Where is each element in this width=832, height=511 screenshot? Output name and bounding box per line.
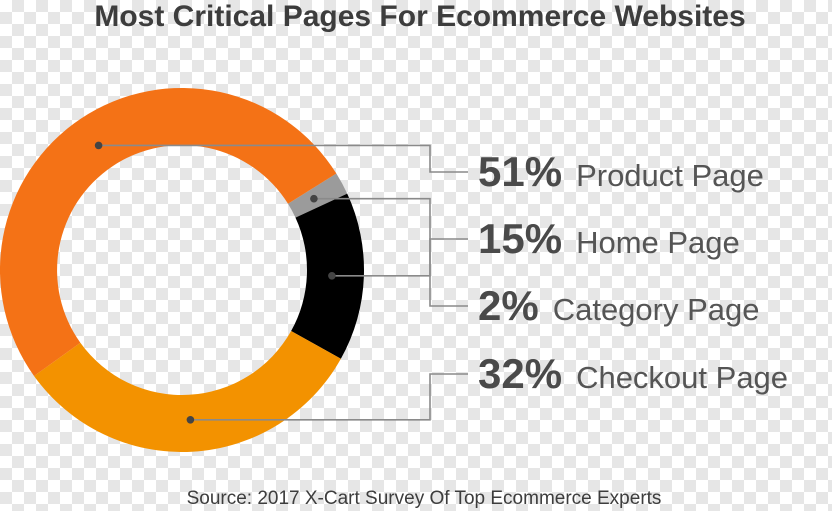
leader-line-category-page: [313, 197, 468, 307]
slice-category-home-page: Home Page: [576, 225, 740, 260]
leader-dot-product-page: [94, 141, 103, 150]
slice-label-checkout-page: 32% Checkout Page: [478, 350, 788, 397]
slice-labels: 51% Product Page 15% Home Page 2% Category Pa…: [478, 148, 788, 397]
leader-line-product-page: [98, 144, 468, 173]
leader-line-checkout-page: [190, 373, 468, 421]
slice-category-checkout-page: Checkout Page: [576, 360, 788, 395]
slice-label-product-page: 51% Product Page: [478, 148, 764, 195]
slice-percent-checkout-page: 32%: [478, 350, 562, 397]
chart-source: Source: 2017 X-Cart Survey Of Top Ecomme…: [187, 488, 662, 509]
slice-label-category-page: 2% Category Page: [478, 282, 760, 329]
chart-title: Most Critical Pages For Ecommerce Websit…: [94, 0, 745, 33]
slice-product-page: [0, 88, 337, 376]
slice-category-category-page: Category Page: [553, 292, 760, 327]
slice-percent-category-page: 2%: [478, 282, 539, 329]
slice-percent-product-page: 51%: [478, 148, 562, 195]
slice-category-page: [288, 173, 348, 218]
leader-dot-category-page: [310, 194, 318, 203]
donut-ring: [0, 88, 365, 452]
leader-dot-checkout-page: [186, 416, 195, 424]
slice-checkout-page: [34, 330, 341, 452]
slice-label-home-page: 15% Home Page: [478, 215, 740, 262]
slice-percent-home-page: 15%: [478, 215, 562, 262]
leader-dot-home-page: [328, 272, 336, 280]
slice-home-page: [291, 193, 365, 359]
slice-category-product-page: Product Page: [576, 158, 764, 193]
leader-lines: [94, 141, 468, 424]
